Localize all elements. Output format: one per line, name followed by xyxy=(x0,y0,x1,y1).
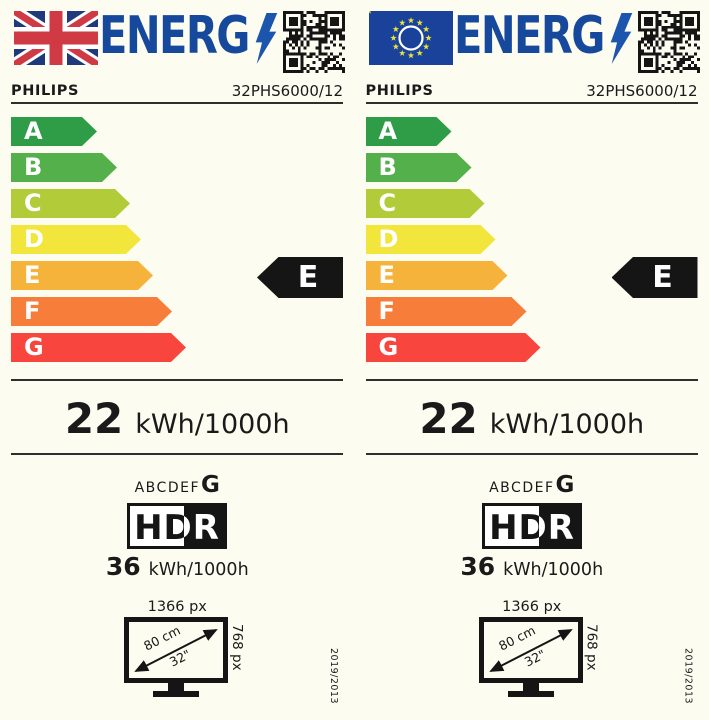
class-bar-f: F xyxy=(366,297,527,326)
hdr-class-scale: ABCDEFG xyxy=(355,472,709,498)
class-letter: B xyxy=(378,153,397,181)
class-letter: E xyxy=(378,261,395,289)
class-bar-g: G xyxy=(11,333,186,362)
regulation-number: 2019/2013 xyxy=(682,648,694,705)
diagonal-arrow xyxy=(134,629,218,672)
tv-stand-base xyxy=(153,691,199,697)
energy-value: 22 xyxy=(419,394,478,443)
tv-stand-base xyxy=(507,691,554,697)
hdr-energy-consumption: 36 kWh/1000h xyxy=(0,552,355,581)
divider xyxy=(11,379,343,381)
class-letter: C xyxy=(378,189,397,217)
hdr-logo: HDR HDR xyxy=(127,503,227,549)
horizontal-resolution: 1366 px xyxy=(147,599,207,615)
energy-unit: kWh/1000h xyxy=(135,409,290,440)
class-bar-a: A xyxy=(11,117,97,146)
brand-name: PHILIPS xyxy=(11,83,80,99)
header-divider xyxy=(11,102,343,104)
energy-consumption: 22 kWh/1000h xyxy=(0,394,355,443)
model-number: 32PHS6000/12 xyxy=(231,82,343,100)
class-bar-b: B xyxy=(11,153,117,182)
class-letter: B xyxy=(24,153,43,181)
brand-name: PHILIPS xyxy=(365,83,434,99)
qr-code xyxy=(283,11,345,73)
diagonal-inch: 32" xyxy=(167,646,193,669)
divider xyxy=(365,453,698,455)
class-letter: D xyxy=(378,225,399,253)
hdr-energy-unit: kWh/1000h xyxy=(148,560,249,580)
rated-class-letter: E xyxy=(297,260,319,295)
class-bar-b: B xyxy=(366,153,472,182)
hdr-logo-text: HDR xyxy=(489,508,575,548)
class-bar-d: D xyxy=(366,225,496,254)
energ-logo: ENERG xyxy=(99,8,286,66)
header-divider xyxy=(365,102,698,104)
energy-label-eu: ENERG PHILIPS 32PHS6000/12 A B C D E F G… xyxy=(355,0,709,720)
diagonal-inch: 32" xyxy=(521,646,547,669)
hdr-scale-letters: ABCDEF xyxy=(489,480,555,496)
class-bar-c: C xyxy=(366,189,485,218)
efficiency-scale: A B C D E F G xyxy=(11,117,186,369)
class-bar-e: E xyxy=(366,261,508,290)
hdr-rated-letter: G xyxy=(555,472,575,498)
energ-logo-text: ENERG xyxy=(99,6,250,66)
class-bar-c: C xyxy=(11,189,130,218)
class-bar-d: D xyxy=(11,225,141,254)
vertical-resolution: 768 px xyxy=(229,624,245,671)
regulation-number: 2019/2013 xyxy=(328,648,339,705)
energy-value: 22 xyxy=(64,394,124,443)
tv-stand-neck xyxy=(168,683,184,692)
energy-label-uk: ENERG PHILIPS 32PHS6000/12 A B C D E F G… xyxy=(0,8,355,705)
diagonal-arrow xyxy=(488,629,573,672)
tv-stand-neck xyxy=(522,683,539,692)
class-letter: G xyxy=(24,333,44,361)
rated-class-arrow: E xyxy=(257,257,343,298)
hdr-logo: HDR HDR xyxy=(481,503,582,549)
vertical-resolution: 768 px xyxy=(583,624,600,671)
lightning-bolt-icon xyxy=(255,13,278,64)
energy-consumption: 22 kWh/1000h xyxy=(355,394,709,443)
energy-unit: kWh/1000h xyxy=(489,409,645,440)
tv-pictogram: 80 cm 32" xyxy=(124,617,228,697)
uk-flag-icon xyxy=(14,11,98,65)
class-bar-a: A xyxy=(366,117,452,146)
hdr-logo-text: HDR xyxy=(489,508,575,548)
class-bar-f: F xyxy=(11,297,172,326)
class-bar-e: E xyxy=(11,261,153,290)
class-letter: G xyxy=(378,333,399,361)
energ-logo-text: ENERG xyxy=(453,6,605,66)
horizontal-resolution: 1366 px xyxy=(502,599,562,615)
class-letter: D xyxy=(24,225,44,253)
hdr-energy-value: 36 xyxy=(460,552,496,581)
diagonal-cm: 80 cm xyxy=(141,622,183,653)
lightning-bolt-icon xyxy=(610,13,632,64)
hdr-logo-text: HDR xyxy=(134,508,220,548)
hdr-energy-value: 36 xyxy=(105,552,141,581)
class-bar-g: G xyxy=(366,333,541,362)
class-letter: C xyxy=(24,189,42,217)
qr-code xyxy=(637,11,700,73)
hdr-scale-letters: ABCDEF xyxy=(134,480,200,496)
class-letter: E xyxy=(24,261,41,289)
eu-flag-icon xyxy=(368,11,453,65)
hdr-energy-unit: kWh/1000h xyxy=(503,560,604,580)
class-letter: F xyxy=(378,297,395,325)
tv-pictogram: 80 cm 32" xyxy=(478,617,583,697)
hdr-class-scale: ABCDEFG xyxy=(0,472,355,498)
class-letter: A xyxy=(24,117,43,145)
model-number: 32PHS6000/12 xyxy=(586,82,698,100)
divider xyxy=(11,453,343,455)
hdr-energy-consumption: 36 kWh/1000h xyxy=(355,552,709,581)
rated-class-arrow: E xyxy=(611,257,698,298)
class-letter: A xyxy=(378,117,398,145)
hdr-rated-letter: G xyxy=(201,472,220,498)
diagonal-cm: 80 cm xyxy=(496,622,538,653)
hdr-logo-text: HDR xyxy=(134,508,220,548)
efficiency-scale: A B C D E F G xyxy=(366,117,541,369)
divider xyxy=(365,379,698,381)
energ-logo: ENERG xyxy=(454,8,641,66)
class-letter: F xyxy=(24,297,41,325)
rated-class-letter: E xyxy=(652,260,673,295)
